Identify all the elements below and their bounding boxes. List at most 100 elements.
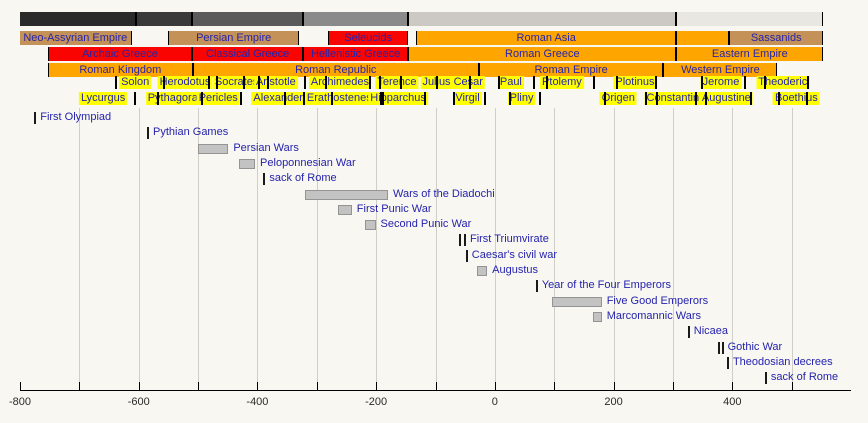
person-life-tick <box>240 92 243 105</box>
event-label-augustus[interactable]: Augustus <box>492 264 539 276</box>
period-label: Hellenistic Greece <box>311 48 401 60</box>
person-label-pythagoras[interactable]: Pythagoras <box>145 92 206 105</box>
period-segment-roman-republic[interactable]: Roman Republic <box>192 63 479 77</box>
period-segment-archaic-greece[interactable]: Archaic Greece <box>47 47 193 61</box>
event-label-second-punic-war[interactable]: Second Punic War <box>380 218 472 230</box>
person-label-plotinus[interactable]: Plotinus <box>613 76 657 89</box>
x-axis-tick <box>20 382 21 390</box>
person-label-erathostenes[interactable]: Erathostenes <box>304 92 374 105</box>
event-bar <box>477 266 488 276</box>
x-axis-tick <box>198 382 200 390</box>
period-label: Classical Greece <box>206 48 290 60</box>
period-segment-classical-greece[interactable]: Classical Greece <box>192 47 304 61</box>
x-axis-tick <box>138 382 140 390</box>
person-label-origen[interactable]: Origen <box>599 92 637 105</box>
person-label-pliny[interactable]: Pliny <box>507 92 536 105</box>
event-bar <box>304 190 388 200</box>
person-life-tick <box>156 92 159 105</box>
event-tick <box>687 326 690 338</box>
event-bar <box>365 220 376 230</box>
period-label: Sassanids <box>750 32 802 44</box>
event-bar <box>239 159 256 169</box>
event-tick <box>463 234 466 246</box>
event-bar <box>198 144 229 154</box>
gridline <box>316 108 318 390</box>
person-label-augustine[interactable]: Augustine <box>699 92 753 105</box>
person-label-pericles[interactable]: Pericles <box>196 92 240 105</box>
person-label-aristotle[interactable]: Aristotle <box>253 76 298 89</box>
event-label-wars-of-the-diadochi[interactable]: Wars of the Diadochi <box>393 188 495 200</box>
person-life-tick <box>242 76 245 89</box>
event-label-gothic-war[interactable]: Gothic War <box>727 341 783 353</box>
period-segment-western-empire[interactable]: Western Empire <box>663 63 778 77</box>
person-label-jerome[interactable]: Jerome <box>700 76 742 89</box>
period-segment-sassanids[interactable]: Sassanids <box>729 31 824 45</box>
event-label-peloponnesian-war[interactable]: Peloponnesian War <box>260 157 356 169</box>
event-tick <box>459 234 462 246</box>
person-life-tick <box>744 76 747 89</box>
gridline <box>198 108 200 390</box>
period-segment-eastern-empire[interactable]: Eastern Empire <box>676 47 824 61</box>
event-tick <box>721 342 724 354</box>
person-life-tick <box>807 76 810 89</box>
person-label-julius-cesar[interactable]: Julius Cesar <box>420 76 485 89</box>
person-life-tick <box>207 76 210 89</box>
event-label-persian-wars[interactable]: Persian Wars <box>233 142 299 154</box>
person-life-tick <box>163 76 166 89</box>
event-label-first-triumvirate[interactable]: First Triumvirate <box>469 233 549 245</box>
x-axis-label--400: -400 <box>246 396 269 408</box>
person-label-lycurgus[interactable]: Lycurgus <box>78 92 128 105</box>
x-axis-label-400: 400 <box>723 396 742 408</box>
person-label-socrates[interactable]: Socrates <box>212 76 261 89</box>
event-label-year-of-the-four-emperors[interactable]: Year of the Four Emperors <box>541 279 672 291</box>
period-label: Persian Empire <box>196 32 272 44</box>
event-label-sack-of-rome[interactable]: sack of Rome <box>269 172 337 184</box>
person-label-archimedes[interactable]: Archimedes <box>308 76 371 89</box>
period-segment-epochs-5 <box>675 12 824 26</box>
person-label-constantine[interactable]: Constantine <box>644 92 708 105</box>
event-label-caesar-s-civil-war[interactable]: Caesar's civil war <box>471 249 557 261</box>
event-label-first-olympiad[interactable]: First Olympiad <box>40 111 112 123</box>
period-segment-hellenistic-greece[interactable]: Hellenistic Greece <box>303 47 409 61</box>
person-life-tick <box>303 92 306 105</box>
event-label-five-good-emperors[interactable]: Five Good Emperors <box>606 295 709 307</box>
person-label-alexander[interactable]: Alexander <box>251 92 305 105</box>
event-label-pythian-games[interactable]: Pythian Games <box>153 126 229 138</box>
person-label-hipparchus[interactable]: Hipparchus <box>368 92 428 105</box>
event-label-marcomannic-wars[interactable]: Marcomannic Wars <box>606 310 702 322</box>
person-label-solon[interactable]: Solon <box>119 76 152 89</box>
person-label-terence[interactable]: Terence <box>375 76 419 89</box>
x-axis-tick <box>376 382 378 390</box>
event-label-first-punic-war[interactable]: First Punic War <box>356 203 432 215</box>
period-label: Roman Empire <box>534 64 608 76</box>
person-label-virgil[interactable]: Virgil <box>453 92 482 105</box>
person-life-tick <box>764 76 767 89</box>
person-label-boethius[interactable]: Boethius <box>772 92 820 105</box>
person-life-tick <box>539 92 542 105</box>
period-segment-seleucids[interactable]: Seleucids <box>328 31 409 45</box>
period-segment-roman-kingdom[interactable]: Roman Kingdom <box>47 63 193 77</box>
period-segment-neo-assyrian-empire[interactable]: Neo-Assyrian Empire <box>20 31 132 45</box>
event-label-sack-of-rome[interactable]: sack of Rome <box>770 371 839 383</box>
period-segment-persian-empire[interactable]: Persian Empire <box>168 31 299 45</box>
event-label-nicaea[interactable]: Nicaea <box>693 325 729 337</box>
event-label-theodosian-decrees[interactable]: Theodosian decrees <box>732 356 833 368</box>
person-label-theoderic[interactable]: Theoderic <box>756 76 810 89</box>
x-axis-label--600: -600 <box>127 396 150 408</box>
period-segment-asia-4 <box>676 31 730 45</box>
x-axis-tick <box>257 382 259 390</box>
gridline <box>435 108 437 390</box>
event-tick <box>34 112 37 124</box>
person-label-herodotus[interactable]: Herodotus <box>157 76 213 89</box>
period-segment-roman-asia[interactable]: Roman Asia <box>415 31 677 45</box>
person-label-paul[interactable]: Paul <box>497 76 524 89</box>
person-label-ptolemy[interactable]: Ptolemy <box>540 76 584 89</box>
person-life-tick <box>592 76 595 89</box>
period-segment-roman-empire[interactable]: Roman Empire <box>478 63 664 77</box>
period-segment-roman-greece[interactable]: Roman Greece <box>408 47 677 61</box>
x-axis-tick <box>791 382 793 390</box>
person-life-tick <box>435 76 438 89</box>
x-axis-tick <box>435 382 437 390</box>
period-segment-epochs-2 <box>192 12 304 26</box>
period-segment-epochs-4 <box>408 12 676 26</box>
